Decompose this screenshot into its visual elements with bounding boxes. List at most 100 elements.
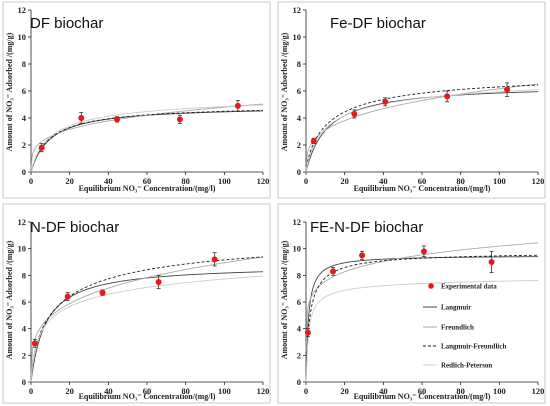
panel-frame xyxy=(2,203,271,404)
y-tick-label: 2 xyxy=(22,140,26,150)
data-point xyxy=(234,102,241,109)
fit-line-redlich-peterson xyxy=(305,89,539,173)
x-tick-label: 120 xyxy=(532,386,545,396)
legend-label: Redlich-Peterson xyxy=(441,362,492,370)
y-tick-label: 8 xyxy=(22,270,26,280)
data-point xyxy=(155,279,162,285)
x-tick-label: 120 xyxy=(257,386,270,396)
y-tick-label: 6 xyxy=(297,297,301,307)
y-axis-label: Amount of NO₃⁻ Adsorbed /(mg/g) xyxy=(5,240,14,359)
x-tick-label: 40 xyxy=(104,386,113,396)
panel-title: FE-N-DF biochar xyxy=(310,219,423,236)
x-tick-label: 60 xyxy=(143,386,152,396)
panel-df-biochar: DF biochar 0 20 40 60 80 100 120 0 2 4 6 8 10 12 Equi… xyxy=(2,1,271,199)
y-tick-label: 8 xyxy=(22,59,26,69)
fit-line-langmuir-freundlich xyxy=(305,84,539,173)
x-tick-label: 80 xyxy=(456,176,465,186)
y-tick-label: 6 xyxy=(22,86,26,96)
x-tick-label: 80 xyxy=(181,176,190,186)
y-tick-label: 8 xyxy=(297,270,301,280)
data-point xyxy=(64,293,71,300)
x-tick-label: 60 xyxy=(143,176,152,186)
x-tick-label: 20 xyxy=(340,386,349,396)
x-axis-label: Equilibrium NO₃⁻ Concentration/(mg/l) xyxy=(79,392,216,401)
panel-title: N-DF biochar xyxy=(30,219,119,236)
y-tick-label: 6 xyxy=(297,86,301,96)
y-tick-label: 0 xyxy=(22,167,26,177)
x-tick-label: 20 xyxy=(65,176,74,186)
x-tick-label: 100 xyxy=(493,386,506,396)
x-tick-label: 120 xyxy=(257,176,270,186)
x-tick-label: 40 xyxy=(379,176,388,186)
fit-line-redlich-peterson xyxy=(305,280,539,382)
panel-n-df-biochar: N-DF biochar 0 20 40 60 80 100 120 0 2 4 6 8 10 12 Eq… xyxy=(2,203,271,404)
y-tick-label: 10 xyxy=(293,32,302,42)
panel-fe-df-biochar: Fe-DF biochar 0 20 40 60 80 100 120 0 2 4 6 8 10 12 E… xyxy=(277,1,546,199)
legend-item-redlich-peterson: Redlich-Peterson xyxy=(423,362,492,370)
y-tick-label: 0 xyxy=(297,377,301,387)
data-point xyxy=(359,252,366,259)
fit-line-langmuir-freundlich xyxy=(30,109,264,173)
y-tick-label: 2 xyxy=(22,350,26,360)
panel-title: Fe-DF biochar xyxy=(330,15,426,32)
data-point xyxy=(99,289,106,296)
plot-area: 0 20 40 60 80 100 120 0 2 4 6 8 10 12 xyxy=(293,5,545,186)
x-tick-label: 0 xyxy=(304,176,308,186)
y-tick-label: 10 xyxy=(293,244,302,254)
legend-label: Experimental data xyxy=(441,283,497,291)
x-tick-label: 20 xyxy=(65,386,74,396)
panel-frame xyxy=(277,1,546,199)
x-tick-label: 20 xyxy=(340,176,349,186)
x-tick-label: 100 xyxy=(218,176,231,186)
y-tick-label: 12 xyxy=(293,217,302,227)
data-point xyxy=(176,116,183,123)
plot-area: 0 20 40 60 80 100 120 0 2 4 6 8 10 12 xyxy=(18,217,270,396)
x-axis-label: Equilibrium NO₃⁻ Concentration/(mg/l) xyxy=(354,184,491,193)
x-axis-label: Equilibrium NO₃⁻ Concentration/(mg/l) xyxy=(79,184,216,193)
fit-line-freundlich xyxy=(305,83,539,170)
legend-label: Freundlich xyxy=(441,324,474,332)
y-tick-label: 2 xyxy=(297,140,301,150)
data-point xyxy=(504,86,511,93)
x-tick-label: 100 xyxy=(493,176,506,186)
data-point xyxy=(310,137,317,144)
y-axis-label: Amount of NO₃⁻ Adsorbed /(mg/g) xyxy=(280,32,289,151)
y-tick-label: 0 xyxy=(22,377,26,387)
x-tick-label: 100 xyxy=(218,386,231,396)
data-point xyxy=(330,268,337,275)
legend: Experimental data Langmuir Freundlich La… xyxy=(423,283,506,370)
y-tick-label: 12 xyxy=(18,217,27,227)
y-tick-label: 6 xyxy=(22,297,26,307)
x-tick-label: 0 xyxy=(29,386,33,396)
fit-line-freundlich xyxy=(30,256,264,377)
x-tick-label: 0 xyxy=(304,386,308,396)
panel-title: DF biochar xyxy=(30,15,103,32)
data-point xyxy=(351,110,358,117)
data-point xyxy=(31,340,38,347)
x-tick-label: 0 xyxy=(29,176,33,186)
fit-line-redlich-peterson xyxy=(30,104,264,173)
y-tick-label: 0 xyxy=(297,167,301,177)
data-point xyxy=(382,98,389,105)
fit-line-langmuir-freundlich xyxy=(305,254,539,382)
data-point xyxy=(211,256,218,263)
plot-area: 0 20 40 60 80 100 120 0 2 4 6 8 10 12 xyxy=(18,5,270,186)
data-point xyxy=(78,115,85,121)
legend-marker xyxy=(428,283,434,289)
data-point xyxy=(488,259,495,265)
x-tick-label: 40 xyxy=(379,386,388,396)
x-tick-label: 40 xyxy=(104,176,113,186)
fit-line-freundlich xyxy=(305,242,539,352)
data-point xyxy=(114,116,121,123)
y-axis-label: Amount of NO₃⁻ Adsorbed /(mg/g) xyxy=(5,32,14,151)
panel-frame xyxy=(2,1,271,199)
data-point xyxy=(420,248,427,255)
y-tick-label: 2 xyxy=(297,350,301,360)
y-tick-label: 4 xyxy=(22,113,27,123)
y-tick-label: 8 xyxy=(297,59,301,69)
x-tick-label: 80 xyxy=(181,386,190,396)
legend-item-experimental: Experimental data xyxy=(428,283,497,291)
y-tick-label: 10 xyxy=(18,244,27,254)
legend-label: Langmuir-Freundlich xyxy=(441,343,506,351)
